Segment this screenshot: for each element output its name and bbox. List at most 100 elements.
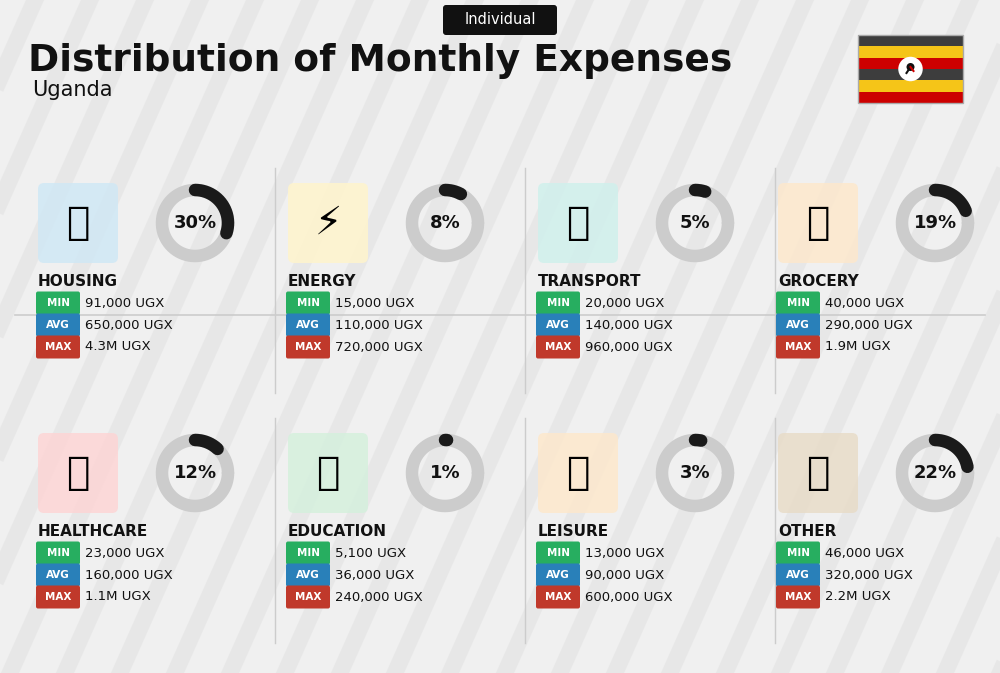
FancyBboxPatch shape [536,542,580,565]
Text: 5,100 UGX: 5,100 UGX [335,546,406,559]
FancyBboxPatch shape [288,433,368,513]
FancyBboxPatch shape [778,433,858,513]
Text: 36,000 UGX: 36,000 UGX [335,569,414,581]
Text: 22%: 22% [913,464,957,482]
Text: MAX: MAX [545,592,571,602]
Text: 650,000 UGX: 650,000 UGX [85,318,173,332]
Text: 30%: 30% [173,214,217,232]
Text: 1%: 1% [430,464,460,482]
Text: 90,000 UGX: 90,000 UGX [585,569,664,581]
Text: HEALTHCARE: HEALTHCARE [38,524,148,538]
Text: AVG: AVG [296,570,320,580]
Text: MAX: MAX [785,592,811,602]
Text: AVG: AVG [46,320,70,330]
FancyBboxPatch shape [776,563,820,586]
FancyBboxPatch shape [858,80,963,92]
Text: 5%: 5% [680,214,710,232]
Text: AVG: AVG [296,320,320,330]
Text: 4.3M UGX: 4.3M UGX [85,341,151,353]
Text: 🚌: 🚌 [566,204,590,242]
FancyBboxPatch shape [36,314,80,336]
Text: 8%: 8% [430,214,460,232]
FancyBboxPatch shape [286,563,330,586]
FancyBboxPatch shape [38,433,118,513]
FancyBboxPatch shape [536,314,580,336]
Text: AVG: AVG [46,570,70,580]
FancyBboxPatch shape [38,183,118,263]
Text: MAX: MAX [45,342,71,352]
FancyBboxPatch shape [776,291,820,314]
Circle shape [906,63,914,71]
FancyBboxPatch shape [536,586,580,608]
FancyBboxPatch shape [36,563,80,586]
Text: 🎓: 🎓 [316,454,340,492]
Text: 40,000 UGX: 40,000 UGX [825,297,904,310]
FancyBboxPatch shape [776,542,820,565]
Text: 91,000 UGX: 91,000 UGX [85,297,164,310]
Circle shape [898,57,923,81]
FancyBboxPatch shape [858,35,963,46]
Text: 19%: 19% [913,214,957,232]
FancyBboxPatch shape [538,433,618,513]
Text: AVG: AVG [546,320,570,330]
Text: 1.1M UGX: 1.1M UGX [85,590,151,604]
Text: 110,000 UGX: 110,000 UGX [335,318,423,332]
Text: MIN: MIN [546,548,570,558]
Text: 290,000 UGX: 290,000 UGX [825,318,913,332]
FancyBboxPatch shape [286,314,330,336]
Text: AVG: AVG [546,570,570,580]
FancyBboxPatch shape [858,69,963,80]
FancyBboxPatch shape [776,586,820,608]
Text: 140,000 UGX: 140,000 UGX [585,318,673,332]
FancyBboxPatch shape [286,542,330,565]
Text: 12%: 12% [173,464,217,482]
Text: Individual: Individual [464,13,536,28]
Text: 1.9M UGX: 1.9M UGX [825,341,891,353]
Text: LEISURE: LEISURE [538,524,609,538]
FancyBboxPatch shape [858,58,963,69]
FancyBboxPatch shape [286,291,330,314]
Text: 🏥: 🏥 [66,454,90,492]
Text: 160,000 UGX: 160,000 UGX [85,569,173,581]
Text: ⚡: ⚡ [314,204,342,242]
Text: 🛍: 🛍 [566,454,590,492]
Text: 23,000 UGX: 23,000 UGX [85,546,164,559]
FancyBboxPatch shape [536,336,580,359]
FancyBboxPatch shape [36,542,80,565]
Text: AVG: AVG [786,570,810,580]
Text: ENERGY: ENERGY [288,273,356,289]
Text: MIN: MIN [546,298,570,308]
FancyBboxPatch shape [536,563,580,586]
Text: 🏢: 🏢 [66,204,90,242]
FancyBboxPatch shape [776,314,820,336]
FancyBboxPatch shape [36,336,80,359]
FancyBboxPatch shape [36,586,80,608]
Text: HOUSING: HOUSING [38,273,118,289]
Text: 💰: 💰 [806,454,830,492]
Text: 3%: 3% [680,464,710,482]
Text: MAX: MAX [295,592,321,602]
Text: MIN: MIN [296,548,320,558]
Text: 720,000 UGX: 720,000 UGX [335,341,423,353]
Text: OTHER: OTHER [778,524,836,538]
FancyBboxPatch shape [286,586,330,608]
Text: GROCERY: GROCERY [778,273,859,289]
Text: EDUCATION: EDUCATION [288,524,387,538]
Text: 240,000 UGX: 240,000 UGX [335,590,423,604]
Text: 46,000 UGX: 46,000 UGX [825,546,904,559]
FancyBboxPatch shape [776,336,820,359]
Text: MIN: MIN [296,298,320,308]
Text: TRANSPORT: TRANSPORT [538,273,642,289]
Text: 2.2M UGX: 2.2M UGX [825,590,891,604]
Text: 320,000 UGX: 320,000 UGX [825,569,913,581]
Text: 🛒: 🛒 [806,204,830,242]
Text: MIN: MIN [46,298,70,308]
FancyBboxPatch shape [538,183,618,263]
FancyBboxPatch shape [286,336,330,359]
Text: 960,000 UGX: 960,000 UGX [585,341,673,353]
Text: MIN: MIN [786,548,810,558]
Text: 15,000 UGX: 15,000 UGX [335,297,415,310]
FancyBboxPatch shape [536,291,580,314]
Text: MAX: MAX [785,342,811,352]
Text: MAX: MAX [295,342,321,352]
